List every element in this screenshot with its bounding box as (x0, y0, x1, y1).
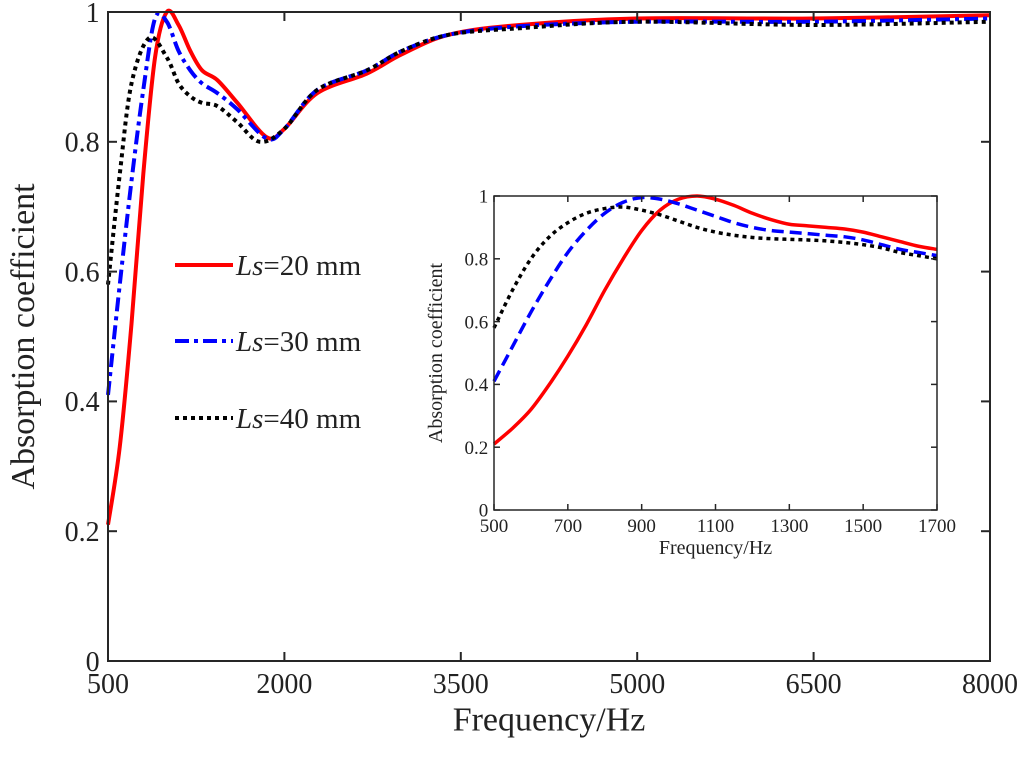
y-tick-label: 0.6 (65, 257, 100, 288)
legend-label: Ls=30 mm (235, 326, 362, 358)
y-tick-label: 0.6 (465, 312, 489, 333)
axes-frame (107, 11, 991, 662)
x-tick-label: 500 (87, 669, 129, 700)
y-tick-label: 1 (86, 0, 100, 29)
legend-label-rest: =40 mm (263, 403, 361, 435)
y-tick-label: 0.8 (465, 249, 489, 270)
legend-label-italic: Ls (235, 250, 263, 282)
legend-item-0: Ls=20 mm (175, 250, 362, 282)
y-axis-label: Absorption coefficient (5, 183, 42, 490)
legend-label: Ls=40 mm (235, 403, 362, 435)
y-tick-label: 0.4 (65, 387, 100, 418)
x-axis-label: Frequency/Hz (453, 702, 646, 739)
legend-label-italic: Ls (235, 326, 263, 358)
x-tick-label: 2000 (256, 669, 312, 700)
series-line-2 (106, 19, 991, 285)
x-tick-label: 5000 (609, 669, 665, 700)
series-line-1 (492, 195, 938, 383)
legend-item-1: Ls=30 mm (175, 326, 362, 358)
y-tick-label: 0.2 (465, 438, 489, 459)
x-tick-label: 900 (627, 516, 656, 537)
x-tick-label: 1300 (770, 516, 808, 537)
legend-item-2: Ls=40 mm (175, 403, 362, 435)
x-tick-label: 6500 (786, 669, 842, 700)
inset-plot: 500 700 900 1100 1300 1500 1700 0 0.2 0.4 0.6 0.8 1 F… (425, 187, 956, 559)
x-tick-label: 3500 (433, 669, 489, 700)
legend-label: Ls=20 mm (235, 250, 362, 282)
y-tick-label: 0 (86, 647, 100, 678)
y-tick-label: 1 (479, 187, 489, 208)
legend-label-italic: Ls (235, 403, 263, 435)
y-axis-label: Absorption coefficient (425, 262, 447, 443)
x-tick-label: 1500 (844, 516, 882, 537)
legend-label-rest: =30 mm (263, 326, 361, 358)
series-line-2 (492, 205, 938, 329)
x-tick-label: 1100 (697, 516, 734, 537)
x-axis-label: Frequency/Hz (659, 537, 772, 559)
x-tick-label: 1700 (918, 516, 956, 537)
x-tick-label: 8000 (962, 669, 1018, 700)
y-tick-label: 0.2 (65, 517, 100, 548)
legend-label-rest: =20 mm (263, 250, 361, 282)
y-tick-label: 0.8 (65, 128, 100, 159)
y-tick-label: 0 (479, 501, 489, 522)
x-tick-label: 500 (480, 516, 509, 537)
series-line-0 (106, 8, 991, 526)
y-tick-label: 0.4 (465, 375, 489, 396)
x-tick-label: 700 (554, 516, 583, 537)
